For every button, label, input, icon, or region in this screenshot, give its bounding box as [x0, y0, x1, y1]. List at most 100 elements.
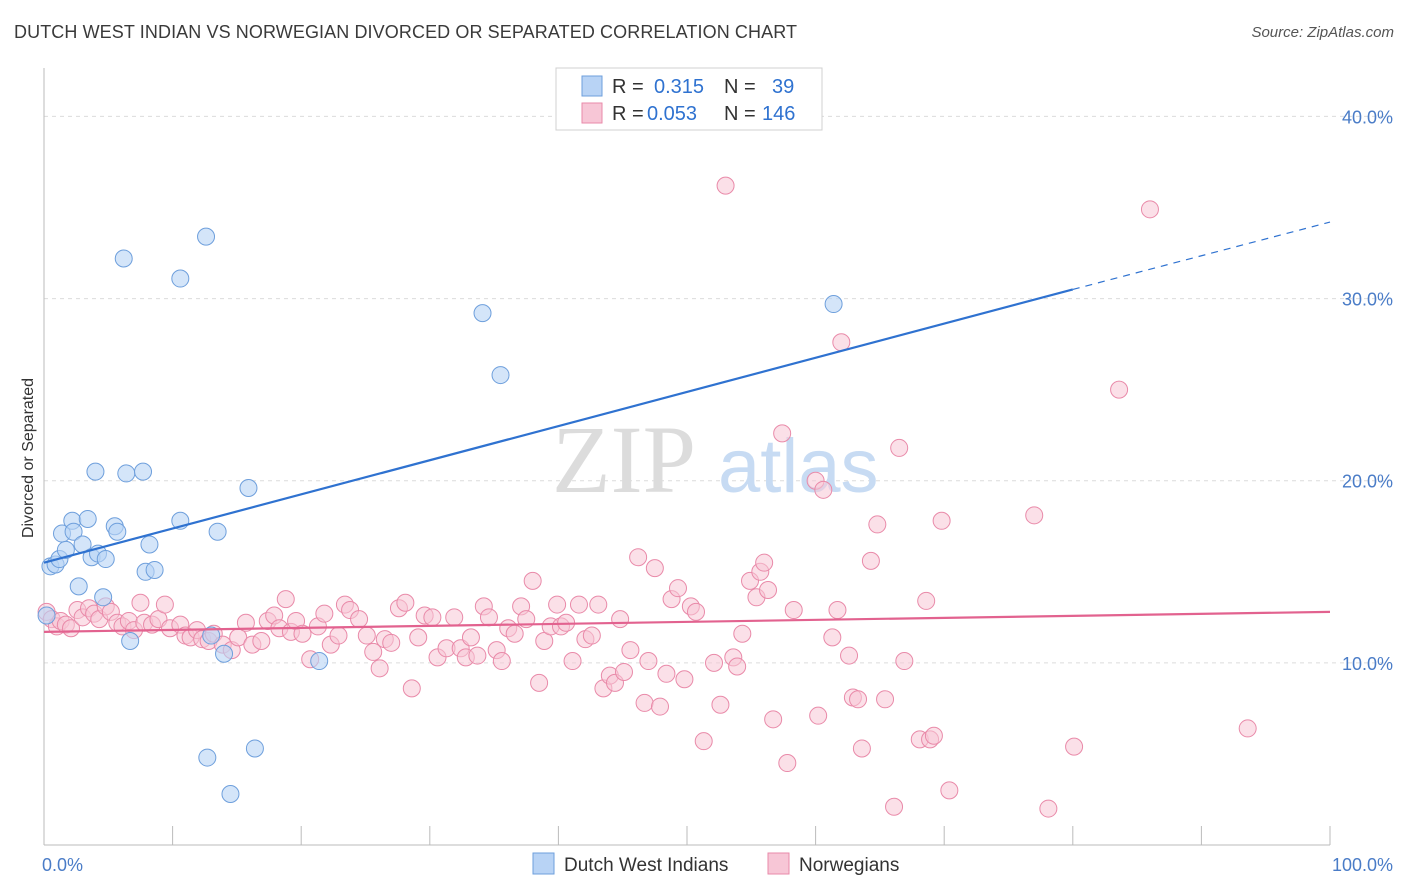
- dutch-west-indians-point: [78, 509, 97, 528]
- norwegians-point: [582, 626, 601, 645]
- trend-lines: [43, 221, 1331, 633]
- bottom-legend: Dutch West Indians Norwegians: [532, 852, 899, 876]
- dutch-west-indians-point: [202, 626, 221, 645]
- norwegians-point: [350, 610, 369, 629]
- norwegians-point: [895, 652, 914, 671]
- norwegians-point: [402, 679, 421, 698]
- norwegians-point: [809, 706, 828, 725]
- norwegians-point: [784, 601, 803, 620]
- norwegians-point: [563, 652, 582, 671]
- norwegians-point: [236, 613, 255, 632]
- norwegians-point: [523, 571, 542, 590]
- norwegians-point: [293, 624, 312, 643]
- norwegians-point: [423, 608, 442, 627]
- norwegians-point: [461, 628, 480, 647]
- legend-r-value-2: 0.053: [647, 103, 697, 125]
- dutch-west-indians-trend-extension: [1072, 221, 1331, 291]
- dutch-west-indians-point: [37, 606, 56, 625]
- norwegians-point: [885, 797, 904, 816]
- legend-box: R = 0.315 N = 39 R = 0.053 N = 146: [555, 67, 823, 131]
- norwegians-point: [1238, 719, 1257, 738]
- norwegians-point: [357, 626, 376, 645]
- norwegians-point: [155, 595, 174, 614]
- legend-r-label-2: R =: [612, 103, 644, 125]
- dutch-west-indians-point: [491, 366, 510, 385]
- norwegians-point: [468, 646, 487, 665]
- bottom-legend-label-2: Norwegians: [799, 855, 899, 876]
- legend-r-value-1: 0.315: [654, 76, 704, 98]
- y-tick-label: 10.0%: [1342, 654, 1393, 674]
- dutch-west-indians-point: [198, 748, 217, 767]
- legend-n-label-1: N =: [724, 76, 756, 98]
- dutch-west-indians-point: [145, 560, 164, 579]
- dutch-west-indians-point: [171, 269, 190, 288]
- norwegians-point: [823, 628, 842, 647]
- norwegians-point: [716, 176, 735, 195]
- norwegians-point: [382, 633, 401, 652]
- norwegians-trend: [43, 610, 1331, 633]
- norwegians-point: [639, 652, 658, 671]
- chart-title: DUTCH WEST INDIAN VS NORWEGIAN DIVORCED …: [14, 22, 798, 42]
- dutch-west-indians-point: [94, 588, 113, 607]
- dutch-west-indians-point: [56, 540, 75, 559]
- norwegians-point: [569, 595, 588, 614]
- norwegians-point: [755, 553, 774, 572]
- norwegians-points: [37, 176, 1257, 818]
- y-tick-label: 40.0%: [1342, 107, 1393, 127]
- x-tick-label: 100.0%: [1332, 855, 1393, 875]
- norwegians-point: [668, 579, 687, 598]
- norwegians-point: [849, 690, 868, 709]
- y-axis-label: Divorced or Separated: [20, 378, 37, 538]
- norwegians-point: [778, 754, 797, 773]
- norwegians-point: [828, 601, 847, 620]
- norwegians-point: [711, 695, 730, 714]
- source-label: Source: ZipAtlas.com: [1251, 24, 1394, 41]
- norwegians-point: [479, 608, 498, 627]
- legend-n-value-2: 146: [762, 103, 795, 125]
- dutch-west-indians-point: [64, 522, 83, 541]
- norwegians-point: [1065, 737, 1084, 756]
- watermark-atlas: atlas: [718, 424, 879, 509]
- dutch-west-indians-point: [239, 479, 258, 497]
- norwegians-point: [932, 511, 951, 530]
- norwegians-point: [773, 424, 792, 443]
- legend-n-value-1: 39: [772, 76, 794, 98]
- dutch-west-indians-point: [117, 464, 136, 483]
- dutch-west-indians-point: [824, 295, 843, 314]
- dutch-west-indians-point: [108, 522, 127, 541]
- bottom-legend-label-1: Dutch West Indians: [564, 855, 728, 876]
- legend-swatch-pink: [581, 102, 603, 124]
- tick-labels: 10.0% 20.0% 30.0% 40.0% 0.0% 100.0%: [42, 107, 1393, 875]
- dutch-west-indians-point: [245, 739, 264, 758]
- legend-swatch-blue: [581, 75, 603, 97]
- y-tick-label: 30.0%: [1342, 290, 1393, 310]
- norwegians-point: [1025, 506, 1044, 525]
- norwegians-point: [759, 581, 778, 599]
- norwegians-point: [629, 548, 648, 567]
- dutch-west-indians-points: [37, 227, 843, 803]
- norwegians-point: [614, 662, 633, 681]
- x-tick-label: 0.0%: [42, 855, 83, 875]
- norwegians-point: [611, 610, 630, 629]
- norwegians-point: [675, 670, 694, 689]
- norwegians-point: [589, 595, 608, 614]
- norwegians-point: [315, 604, 334, 623]
- norwegians-point: [876, 690, 895, 709]
- norwegians-point: [445, 608, 464, 627]
- bottom-legend-swatch-blue: [532, 852, 555, 875]
- norwegians-point: [694, 732, 713, 751]
- norwegians-point: [733, 624, 752, 643]
- norwegians-point: [530, 673, 549, 692]
- dutch-west-indians-point: [473, 304, 492, 323]
- dutch-west-indians-trend: [43, 288, 1074, 564]
- norwegians-point: [861, 551, 880, 570]
- legend-n-label-2: N =: [724, 103, 756, 125]
- norwegians-point: [370, 659, 389, 678]
- axes: [43, 68, 1331, 846]
- norwegians-point: [621, 641, 640, 660]
- norwegians-point: [364, 642, 383, 661]
- norwegians-point: [1110, 380, 1129, 399]
- bottom-legend-swatch-pink: [767, 852, 790, 875]
- norwegians-point: [505, 624, 524, 643]
